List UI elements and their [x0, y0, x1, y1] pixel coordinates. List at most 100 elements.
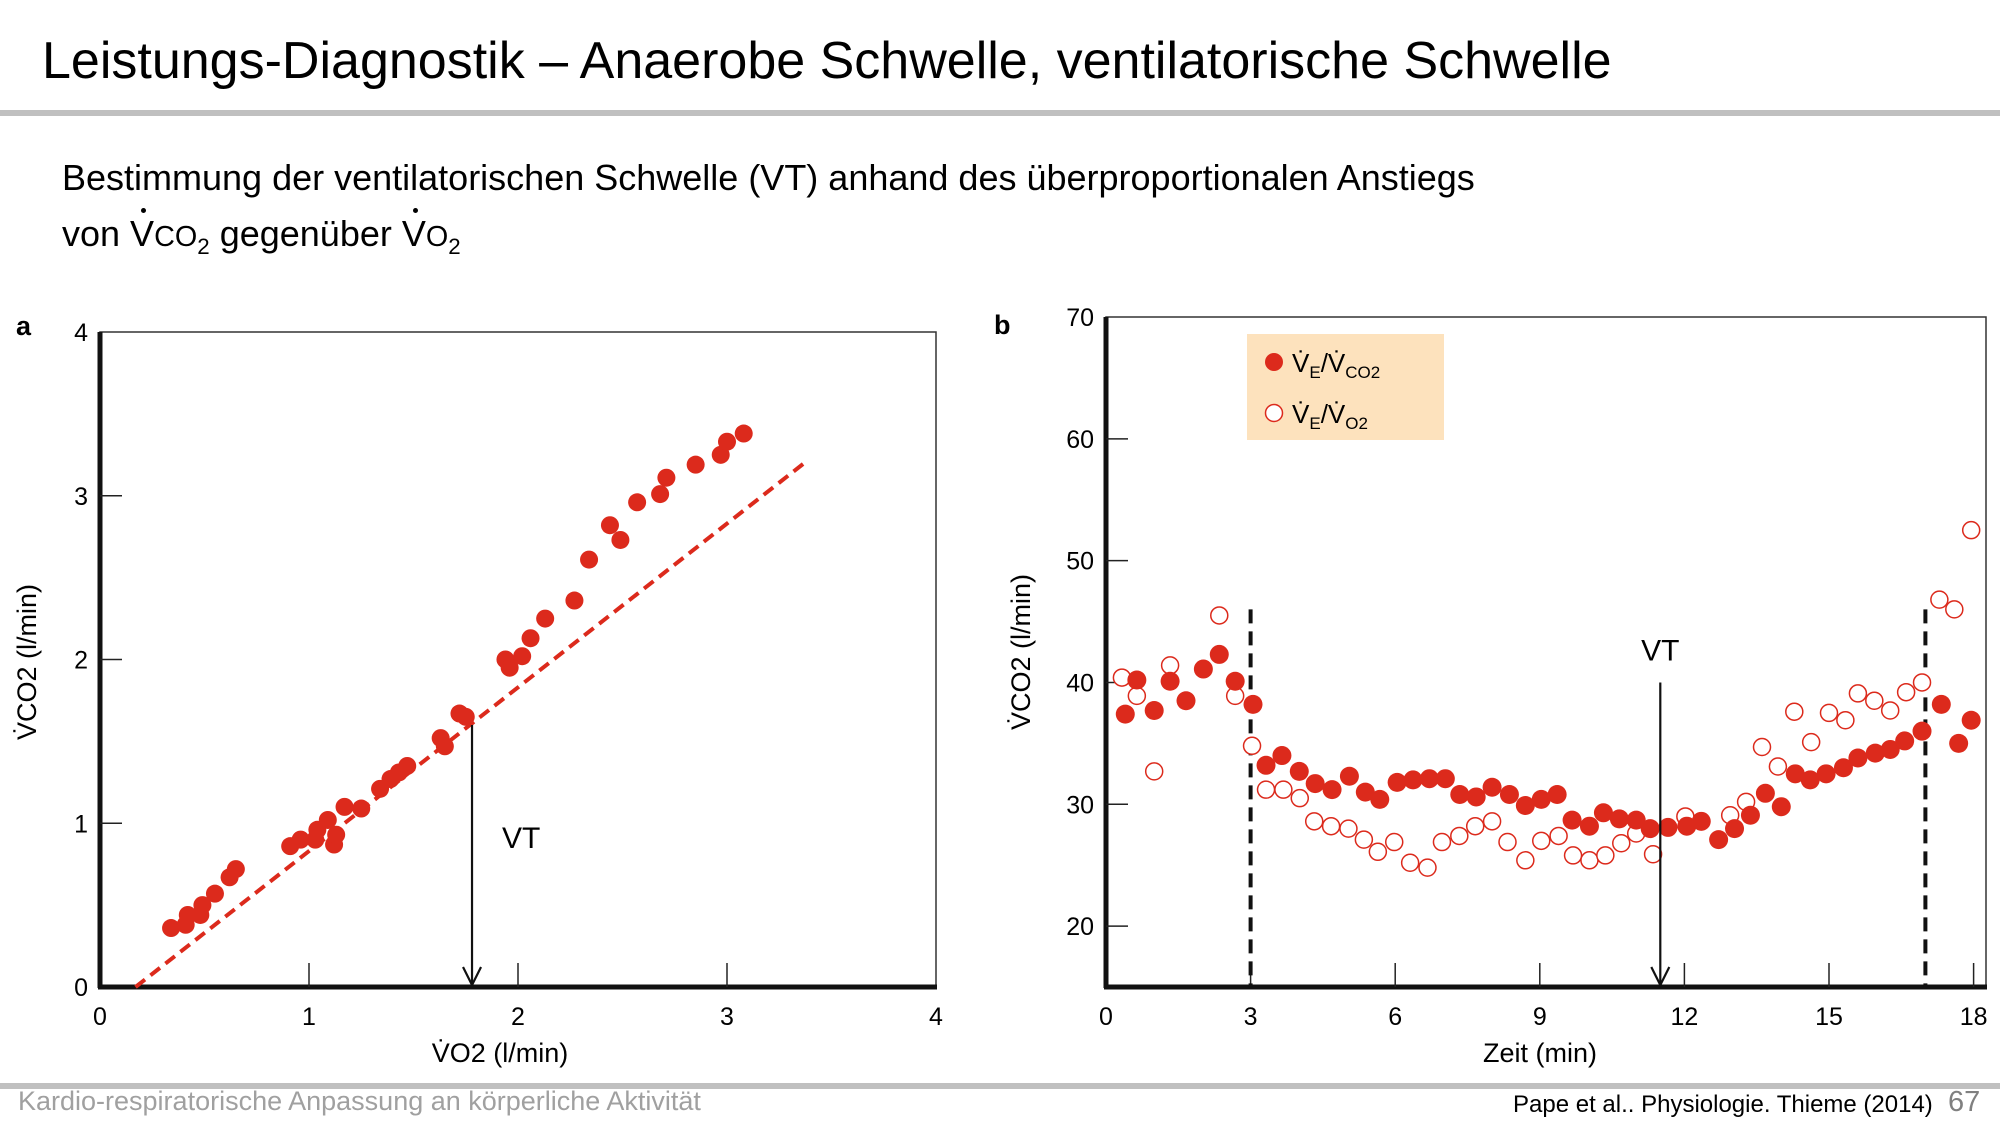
ticks-a: 0 1 2 3 4 0 1 2 3 4: [74, 319, 943, 1031]
data-point-ve-vco2: [1800, 770, 1820, 790]
data-point-ve-vco2: [1547, 785, 1567, 805]
legend-open-circle-icon: [1264, 403, 1284, 423]
data-point-ve-vo2: [1896, 682, 1916, 702]
data-point-ve-vco2: [1755, 783, 1775, 803]
y-tick-label-b: 20: [1066, 913, 1094, 941]
vt-label-b: VT: [1641, 634, 1679, 667]
legend-background: [1247, 334, 1444, 440]
data-point-a: [291, 830, 310, 849]
data-point-ve-vco2: [1626, 810, 1646, 830]
data-point-ve-vo2: [1612, 834, 1631, 853]
data-point-ve-vo2: [1836, 710, 1855, 730]
v-dot-symbol: V: [130, 206, 154, 262]
data-point-ve-vco2: [1305, 774, 1325, 794]
y-tick-label-a: 3: [74, 483, 88, 511]
x-tick-label-a: 2: [511, 1003, 525, 1031]
footer-separator: [0, 1083, 2000, 1089]
x-tick-label-b: 15: [1815, 1003, 1843, 1031]
vt-arrowhead-icon-a: [462, 966, 483, 988]
data-point-ve-vo2: [1912, 673, 1932, 692]
x-tick-label-a: 4: [929, 1003, 943, 1031]
data-point-ve-vco2: [1961, 710, 1981, 730]
plot-frame-b: [1105, 316, 1987, 988]
legend-1-sub-e: E: [1309, 363, 1320, 382]
data-point-a: [456, 707, 475, 726]
data-point-ve-vco2: [1880, 739, 1900, 759]
page-number: 67: [1948, 1086, 1981, 1118]
y-axis-label-b: V̇CO2 (l/min): [1006, 574, 1036, 730]
data-point-a: [651, 485, 670, 504]
y-tick-label-b: 30: [1066, 791, 1094, 819]
data-point-ve-vco2: [1387, 772, 1407, 792]
data-point-ve-vco2: [1895, 731, 1915, 751]
data-point-ve-vco2: [1450, 785, 1470, 805]
data-point-ve-vo2: [1848, 684, 1868, 703]
y-tick-label-b: 70: [1066, 304, 1094, 332]
data-point-a: [205, 884, 224, 903]
data-point-ve-vco2: [1609, 809, 1629, 829]
data-point-ve-vo2: [1400, 853, 1420, 872]
data-point-ve-vco2: [1419, 769, 1439, 789]
data-point-ve-vo2: [1482, 812, 1502, 831]
data-point-ve-vco2: [1256, 755, 1276, 775]
data-point-a: [226, 860, 245, 879]
y-tick-label-a: 1: [74, 810, 88, 838]
legend-filled-circle-icon: [1265, 353, 1283, 371]
data-point-ve-vco2: [1339, 766, 1359, 786]
data-point-a: [600, 516, 619, 535]
data-point-ve-vo2: [1563, 846, 1583, 865]
data-point-ve-vo2: [1465, 816, 1485, 836]
data-point-a: [686, 455, 705, 474]
data-point-ve-vco2: [1579, 816, 1599, 836]
data-point-ve-vo2: [1945, 600, 1964, 619]
data-point-ve-vco2: [1912, 721, 1932, 741]
vt-label-a: VT: [502, 822, 540, 855]
panel-label-b: b: [994, 310, 1011, 340]
data-point-ve-vo2: [1144, 762, 1164, 781]
y-tick-label-b: 60: [1066, 426, 1094, 454]
data-point-ve-vo2: [1549, 826, 1568, 846]
footer-topic: Kardio-respiratorische Anpassung an körp…: [18, 1086, 701, 1116]
x-tick-label-b: 9: [1533, 1003, 1547, 1031]
reference-dashed-line: [134, 461, 806, 989]
subtitle-text-von: von: [62, 213, 131, 254]
y-axis-label-a: V̇CO2 (l/min): [12, 584, 42, 740]
data-point-a: [734, 424, 753, 443]
legend-1-main: V̇: [1292, 348, 1310, 378]
data-point-a: [352, 799, 371, 818]
data-point-a: [193, 896, 212, 915]
data-point-ve-vco2: [1243, 694, 1263, 714]
data-point-ve-vco2: [1531, 789, 1551, 809]
data-point-a: [513, 647, 532, 666]
data-point-ve-vo2: [1304, 812, 1324, 831]
co2-symbol: CO: [154, 221, 198, 253]
data-point-ve-vco2: [1289, 761, 1309, 781]
data-point-a: [500, 658, 519, 677]
data-point-a: [580, 550, 599, 569]
data-point-ve-vco2: [1355, 782, 1375, 802]
data-point-ve-vco2: [1725, 819, 1745, 839]
data-point-ve-vo2: [1339, 819, 1358, 838]
v-dot-symbol-2: V: [402, 206, 426, 262]
data-point-ve-vco2: [1709, 830, 1729, 850]
legend-entry-1: V̇E/V̇CO2: [1292, 348, 1380, 382]
data-point-ve-vco2: [1949, 733, 1969, 753]
ticks-b: 0 3 6 9 12 15 18 20 30 40 50 60 70: [1066, 304, 1987, 1031]
data-point-ve-vco2: [1160, 671, 1180, 691]
data-point-ve-vo2: [1498, 832, 1517, 852]
data-point-a: [178, 905, 197, 924]
legend-b: V̇E/V̇CO2 V̇E/V̇O2: [1247, 334, 1444, 440]
x-tick-label-b: 0: [1099, 1003, 1113, 1031]
data-point-ve-vco2: [1931, 694, 1951, 714]
data-point-ve-vo2: [1160, 656, 1180, 675]
data-point-ve-vo2: [1865, 691, 1884, 710]
data-point-a: [327, 825, 346, 844]
subtitle-line-1: Bestimmung der ventilatorischen Schwelle…: [62, 157, 1475, 198]
legend-1-slash: /V̇: [1321, 348, 1346, 378]
data-point-a: [611, 530, 630, 549]
data-point-ve-vo2: [1785, 702, 1804, 721]
data-point-ve-vo2: [1256, 780, 1276, 799]
data-point-ve-vco2: [1225, 671, 1245, 691]
x-axis-label-a: V̇O2 (l/min): [432, 1038, 569, 1068]
